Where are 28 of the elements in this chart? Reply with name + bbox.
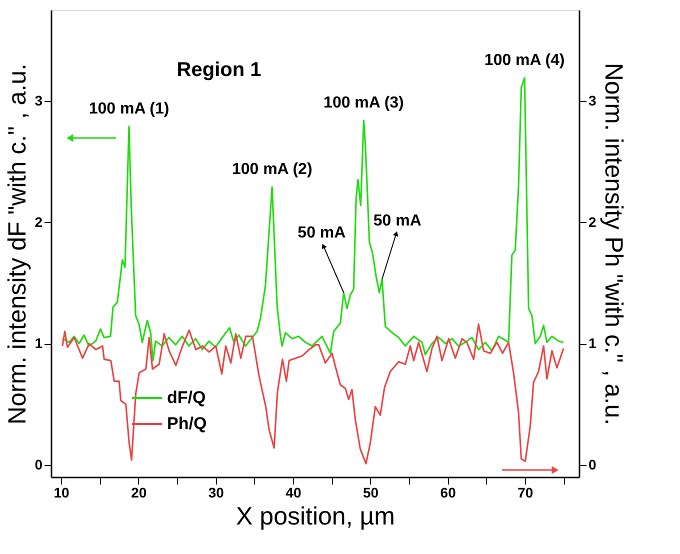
x-tick-label: 40 — [286, 484, 302, 500]
y-axis-title: Norm. intensity dF "with c." , a.u. — [4, 64, 32, 424]
y2-axis-title: Norm. intensity Ph "with c." , a.u. — [599, 62, 628, 426]
y-tick-label: 1 — [34, 335, 43, 352]
x-tick-label: 70 — [518, 484, 534, 500]
y-tick-label: 3 — [34, 92, 43, 108]
x-tick-label: 10 — [54, 484, 70, 500]
annotation: 100 mA (3) — [324, 94, 404, 112]
legend-label: Ph/Q — [167, 414, 207, 433]
x-axis-title: X position, µm — [236, 502, 395, 530]
y-tick-label: 2 — [34, 214, 43, 230]
annotation: 100 mA (2) — [232, 161, 312, 178]
x-tick-label: 50 — [362, 484, 379, 500]
y2-tick-label: 3 — [588, 92, 596, 108]
x-tick-label: 20 — [131, 484, 147, 500]
y-tick-label: 0 — [34, 456, 43, 472]
y2-tick-label: 1 — [588, 335, 596, 352]
annotation: 100 mA (1) — [88, 100, 170, 118]
annotation: 50 mA — [298, 224, 346, 242]
annotation: 50 mA — [373, 212, 422, 230]
x-tick-label: 60 — [440, 484, 456, 500]
annotation: 100 mA (4) — [484, 52, 565, 69]
y2-tick-label: 2 — [588, 214, 596, 230]
x-tick-label: 30 — [208, 484, 224, 500]
y2-tick-label: 0 — [588, 456, 596, 472]
line-series — [62, 323, 564, 464]
annotation: Region 1 — [176, 59, 262, 81]
legend-label: dF/Q — [167, 388, 206, 407]
